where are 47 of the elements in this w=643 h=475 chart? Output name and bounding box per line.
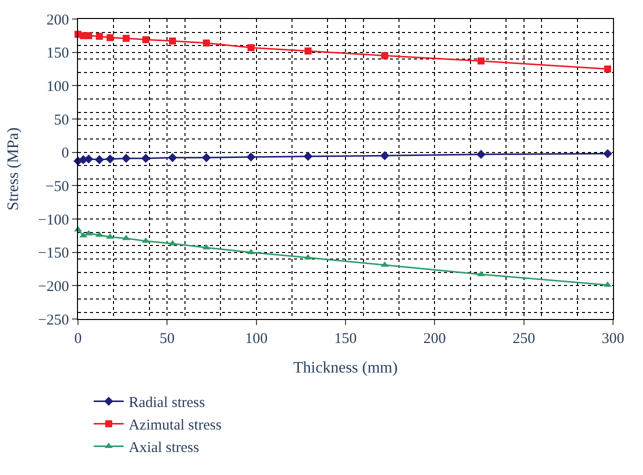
point <box>141 154 150 163</box>
x-tick-label: 200 <box>423 331 446 347</box>
point <box>84 154 94 164</box>
point <box>106 154 115 164</box>
x-tick-label: 0 <box>74 331 82 347</box>
x-tick-label: 100 <box>245 331 268 347</box>
y-tick-label: 200 <box>46 12 69 28</box>
point <box>202 40 210 46</box>
point <box>122 154 131 163</box>
point <box>476 150 486 159</box>
point <box>202 153 211 162</box>
y-tick-label: −50 <box>46 178 69 195</box>
point <box>604 66 612 72</box>
point <box>94 155 104 164</box>
point <box>304 48 312 54</box>
x-tick-label: 150 <box>334 331 357 347</box>
x-tick-label: 250 <box>512 331 536 347</box>
point <box>478 58 485 64</box>
x-axis-title: Thickness (mm) <box>293 360 398 377</box>
y-tick-label: 150 <box>46 46 69 62</box>
point <box>142 36 150 44</box>
point <box>96 32 103 40</box>
point <box>304 152 313 161</box>
y-tick-label: 0 <box>62 146 69 162</box>
point <box>106 34 114 42</box>
x-tick-label: 300 <box>602 331 624 347</box>
y-tick-label: −100 <box>38 212 69 228</box>
y-tick-label: 100 <box>46 78 69 95</box>
legend-label: Axial stress <box>128 440 200 456</box>
y-tick-label: 50 <box>54 112 69 128</box>
y-tick-label: −250 <box>38 312 69 328</box>
y-axis-title: Stress (MPa) <box>4 127 22 211</box>
point <box>122 234 130 240</box>
y-tick-label: −150 <box>38 246 69 262</box>
point <box>122 34 130 42</box>
point <box>85 32 92 40</box>
legend-label: Radial stress <box>128 395 206 412</box>
point <box>247 44 254 52</box>
legend-label: Azimutal stress <box>128 418 222 434</box>
point <box>381 52 388 60</box>
point <box>603 149 612 158</box>
point <box>246 152 256 162</box>
point <box>380 151 390 160</box>
point <box>169 38 176 44</box>
point <box>168 153 178 162</box>
x-tick-label: 50 <box>160 331 175 347</box>
y-tick-label: −200 <box>38 278 69 295</box>
